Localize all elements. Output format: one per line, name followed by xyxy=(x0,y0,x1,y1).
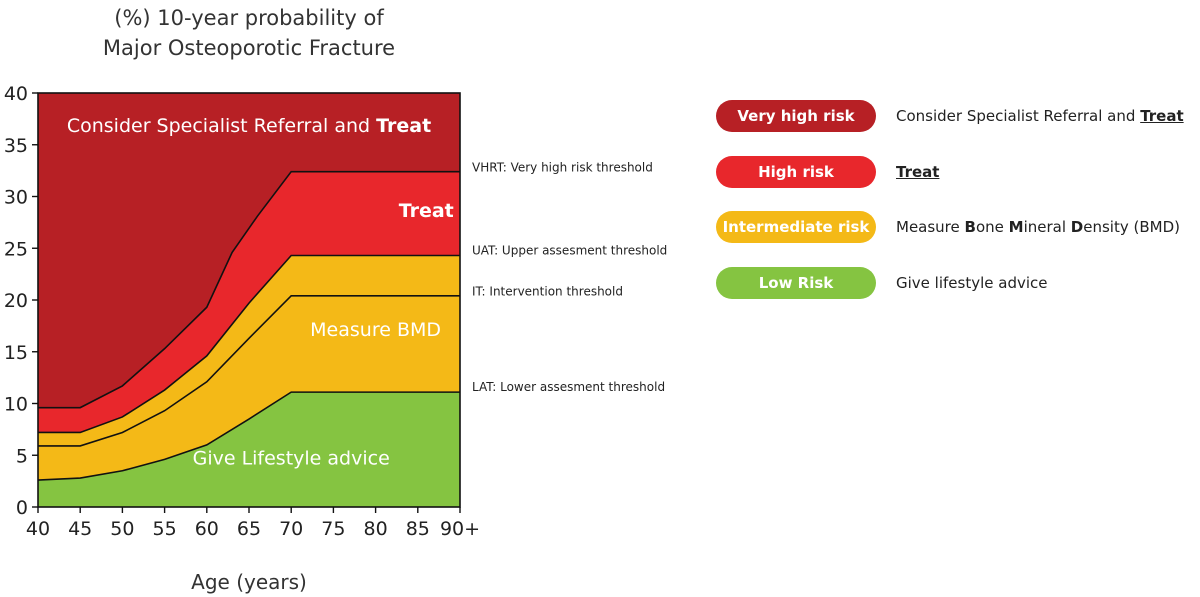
legend: Very high risk Consider Specialist Refer… xyxy=(716,100,1184,322)
threshold-label: VHRT: Very high risk threshold xyxy=(472,161,653,175)
low-risk-pill: Low Risk xyxy=(716,266,876,299)
y-tick-label: 20 xyxy=(4,290,28,312)
x-tick-label: 80 xyxy=(364,518,388,540)
threshold-line xyxy=(37,391,460,481)
x-tick-label: 90+ xyxy=(440,518,480,540)
very-high-risk-desc-text: Consider Specialist Referral and xyxy=(896,107,1141,125)
y-tick-label: 40 xyxy=(4,83,28,105)
chart-subtitle: Major Osteoporotic Fracture xyxy=(103,36,395,60)
threshold-label: UAT: Upper assesment threshold xyxy=(472,243,667,257)
x-tick-label: 45 xyxy=(68,518,92,540)
desc-part-d: D xyxy=(1070,218,1084,236)
intermediate-risk-pill: Intermediate risk xyxy=(716,211,876,243)
intermediate-risk-desc: Measure Bone Mineral Density (BMD) xyxy=(896,218,1180,236)
region-label-bold: Treat xyxy=(376,115,431,137)
threshold-lines xyxy=(37,170,460,481)
region-label: Give Lifestyle advice xyxy=(193,447,390,469)
legend-row-very-high: Very high risk Consider Specialist Refer… xyxy=(716,100,1184,132)
desc-part-b: B xyxy=(964,218,976,236)
x-tick-label: 40 xyxy=(26,518,50,540)
legend-row-intermediate: Intermediate risk Measure Bone Mineral D… xyxy=(716,211,1184,243)
y-tick-label: 5 xyxy=(16,445,28,467)
low-risk-area xyxy=(38,392,460,507)
desc-part: ineral xyxy=(1023,218,1071,236)
desc-part: ensity (BMD) xyxy=(1083,218,1180,236)
x-tick-label: 60 xyxy=(195,518,219,540)
chart-title: (%) 10-year probability of xyxy=(114,6,384,30)
risk-chart: (%) 10-year probability of Major Osteopo… xyxy=(4,6,667,594)
y-tick-label: 10 xyxy=(4,394,28,416)
region-label: Measure BMD xyxy=(310,319,441,341)
very-high-risk-pill: Very high risk xyxy=(716,100,876,132)
threshold-line xyxy=(38,254,460,434)
x-tick-label: 55 xyxy=(153,518,177,540)
y-tick-label: 0 xyxy=(16,497,28,519)
threshold-line xyxy=(38,170,460,409)
high-risk-desc: Treat xyxy=(896,163,939,181)
threshold-labels: LAT: Lower assesment threshold IT: Interv… xyxy=(472,161,667,394)
x-axis-label: Age (years) xyxy=(191,570,307,594)
very-high-risk-desc-treat: Treat xyxy=(1140,107,1184,125)
x-tick-label: 70 xyxy=(279,518,303,540)
risk-areas xyxy=(38,93,460,507)
desc-part: one xyxy=(975,218,1009,236)
x-tick-label: 85 xyxy=(406,518,430,540)
desc-part-m: M xyxy=(1008,218,1024,236)
x-tick-label: 50 xyxy=(110,518,134,540)
y-tick-label: 25 xyxy=(4,238,28,260)
very-high-risk-desc: Consider Specialist Referral and Treat xyxy=(896,107,1184,125)
x-tick-label: 65 xyxy=(237,518,261,540)
y-tick-label: 15 xyxy=(4,342,28,364)
x-tick-label: 75 xyxy=(321,518,345,540)
low-risk-desc: Give lifestyle advice xyxy=(896,273,1048,292)
region-label: Treat xyxy=(399,200,454,222)
region-label: Consider Specialist Referral and Treat xyxy=(67,115,431,137)
legend-row-high: High risk Treat xyxy=(716,155,1184,188)
threshold-line xyxy=(38,295,460,447)
y-tick-label: 35 xyxy=(4,135,28,157)
y-tick-label: 30 xyxy=(4,187,28,209)
desc-part: Measure xyxy=(896,218,965,236)
high-risk-desc-treat: Treat xyxy=(896,162,940,181)
threshold-label: IT: Intervention threshold xyxy=(472,285,623,299)
legend-row-low: Low Risk Give lifestyle advice xyxy=(716,266,1184,299)
threshold-label: LAT: Lower assesment threshold xyxy=(472,380,665,394)
axis-ticks: 0 5 10 15 20 25 30 35 40 40 45 50 55 60 65 70 75 80 85 90+ xyxy=(4,83,480,540)
high-risk-pill: High risk xyxy=(716,155,876,188)
